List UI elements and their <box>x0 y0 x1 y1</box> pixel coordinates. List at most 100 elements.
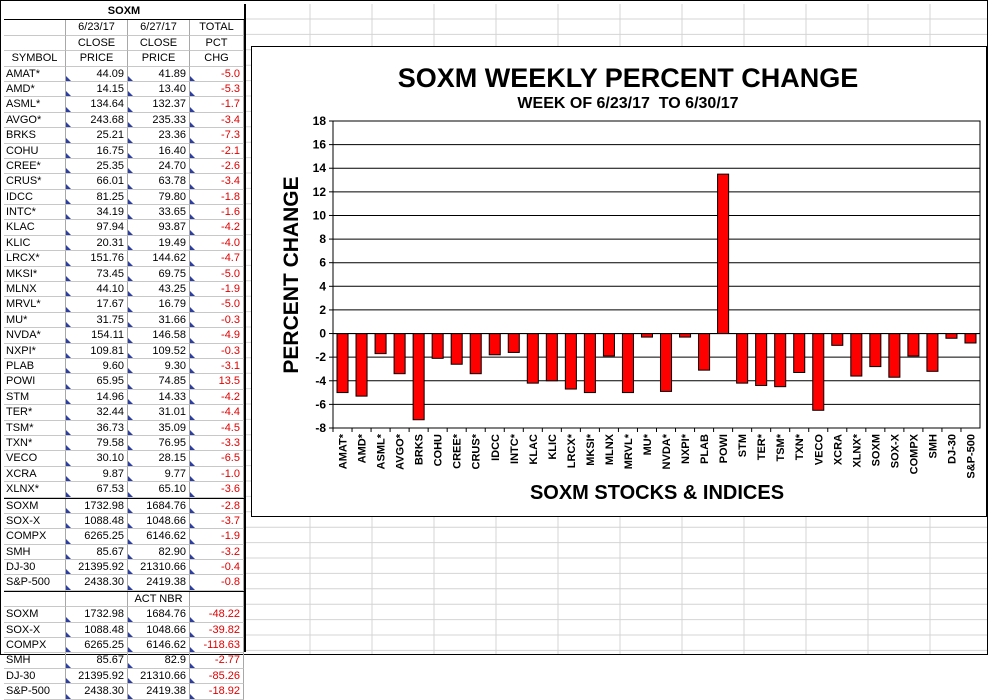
close-6-27-cell[interactable]: 235.33 <box>128 112 190 129</box>
close-6-27-cell[interactable]: 9.77 <box>128 466 190 483</box>
symbol-cell[interactable]: PLAB <box>4 358 66 375</box>
close-6-27-cell[interactable]: 109.52 <box>128 343 190 359</box>
close-6-23-cell[interactable]: 81.25 <box>66 189 128 206</box>
symbol-cell[interactable]: BRKS <box>4 128 66 144</box>
pct-chg-cell[interactable]: -3.4 <box>190 112 244 129</box>
close-6-27-cell[interactable]: 6146.62 <box>128 529 190 545</box>
close-6-27-cell[interactable]: 82.9 <box>128 653 190 669</box>
close-6-23-cell[interactable]: CLOSE <box>66 35 128 52</box>
pct-chg-cell[interactable]: -0.4 <box>190 560 244 576</box>
close-6-23-cell[interactable]: 20.31 <box>66 235 128 252</box>
close-6-27-cell[interactable]: 2419.38 <box>128 575 190 591</box>
symbol-cell[interactable]: SMH <box>4 544 66 561</box>
close-6-27-cell[interactable]: 82.90 <box>128 544 190 561</box>
symbol-cell[interactable]: DJ-30 <box>4 560 66 576</box>
close-6-27-cell[interactable]: 16.79 <box>128 297 190 313</box>
pct-chg-cell[interactable]: -1.7 <box>190 97 244 113</box>
symbol-cell[interactable]: NXPI* <box>4 343 66 359</box>
close-6-23-cell[interactable]: 109.81 <box>66 343 128 359</box>
close-6-23-cell[interactable]: 1088.48 <box>66 513 128 530</box>
symbol-cell[interactable]: COMPX <box>4 529 66 545</box>
close-6-27-cell[interactable]: 1048.66 <box>128 513 190 530</box>
symbol-cell[interactable]: TSM* <box>4 420 66 436</box>
close-6-23-cell[interactable]: 21395.92 <box>66 560 128 576</box>
symbol-cell[interactable]: S&P-500 <box>4 575 66 591</box>
close-6-27-cell[interactable]: 146.58 <box>128 328 190 344</box>
close-6-23-cell[interactable]: 9.87 <box>66 466 128 483</box>
close-6-23-cell[interactable]: 34.19 <box>66 205 128 221</box>
pct-chg-cell[interactable] <box>190 591 244 608</box>
symbol-cell[interactable]: DJ-30 <box>4 668 66 685</box>
close-6-27-cell[interactable]: 76.95 <box>128 435 190 452</box>
close-6-23-cell[interactable]: 25.21 <box>66 128 128 144</box>
pct-chg-cell[interactable]: -4.2 <box>190 389 244 406</box>
close-6-23-cell[interactable]: 6/23/17 <box>66 20 128 36</box>
close-6-27-cell[interactable]: 13.40 <box>128 81 190 98</box>
close-6-27-cell[interactable]: 63.78 <box>128 174 190 190</box>
symbol-cell[interactable] <box>4 20 66 36</box>
symbol-cell[interactable]: MLNX <box>4 282 66 298</box>
symbol-cell[interactable]: SMH <box>4 653 66 669</box>
close-6-23-cell[interactable] <box>66 591 128 608</box>
symbol-cell[interactable] <box>4 591 66 608</box>
pct-chg-cell[interactable]: -2.1 <box>190 143 244 159</box>
symbol-cell[interactable]: COHU <box>4 143 66 159</box>
pct-chg-cell[interactable]: -4.4 <box>190 405 244 421</box>
close-6-27-cell[interactable]: ACT NBR <box>128 591 190 608</box>
pct-chg-cell[interactable]: -3.6 <box>190 482 244 498</box>
close-6-23-cell[interactable]: 36.73 <box>66 420 128 436</box>
close-6-23-cell[interactable]: 73.45 <box>66 266 128 283</box>
symbol-cell[interactable]: MKSI* <box>4 266 66 283</box>
pct-chg-cell[interactable]: -5.0 <box>190 297 244 313</box>
symbol-cell[interactable]: S&P-500 <box>4 684 66 700</box>
pct-chg-cell[interactable]: -2.6 <box>190 158 244 175</box>
pct-chg-cell[interactable]: -5.3 <box>190 81 244 98</box>
pct-chg-cell[interactable]: PCT <box>190 35 244 52</box>
close-6-23-cell[interactable]: 44.10 <box>66 282 128 298</box>
symbol-cell[interactable]: SOX-X <box>4 622 66 639</box>
close-6-27-cell[interactable]: 31.66 <box>128 312 190 329</box>
close-6-27-cell[interactable]: 24.70 <box>128 158 190 175</box>
close-6-23-cell[interactable]: 44.09 <box>66 66 128 82</box>
pct-chg-cell[interactable]: -5.0 <box>190 266 244 283</box>
symbol-cell[interactable]: AMD* <box>4 81 66 98</box>
close-6-27-cell[interactable]: 9.30 <box>128 358 190 375</box>
close-6-27-cell[interactable]: 16.40 <box>128 143 190 159</box>
close-6-23-cell[interactable]: 85.67 <box>66 653 128 669</box>
close-6-27-cell[interactable]: 1684.76 <box>128 498 190 514</box>
close-6-23-cell[interactable]: 17.67 <box>66 297 128 313</box>
close-6-27-cell[interactable]: 1684.76 <box>128 607 190 623</box>
close-6-23-cell[interactable]: 2438.30 <box>66 575 128 591</box>
pct-chg-cell[interactable]: -3.2 <box>190 544 244 561</box>
close-6-27-cell[interactable]: 132.37 <box>128 97 190 113</box>
pct-chg-cell[interactable]: -0.8 <box>190 575 244 591</box>
close-6-23-cell[interactable]: 79.58 <box>66 435 128 452</box>
symbol-cell[interactable]: AVGO* <box>4 112 66 129</box>
close-6-27-cell[interactable]: 6/27/17 <box>128 20 190 36</box>
close-6-23-cell[interactable]: 32.44 <box>66 405 128 421</box>
pct-chg-cell[interactable]: -1.9 <box>190 529 244 545</box>
symbol-cell[interactable]: TER* <box>4 405 66 421</box>
symbol-cell[interactable]: KLIC <box>4 235 66 252</box>
close-6-27-cell[interactable]: 21310.66 <box>128 560 190 576</box>
close-6-23-cell[interactable]: 66.01 <box>66 174 128 190</box>
pct-chg-cell[interactable]: -4.5 <box>190 420 244 436</box>
close-6-27-cell[interactable]: 35.09 <box>128 420 190 436</box>
close-6-27-cell[interactable]: 23.36 <box>128 128 190 144</box>
close-6-27-cell[interactable]: 14.33 <box>128 389 190 406</box>
close-6-27-cell[interactable]: 31.01 <box>128 405 190 421</box>
close-6-23-cell[interactable]: 1732.98 <box>66 498 128 514</box>
close-6-27-cell[interactable]: 2419.38 <box>128 684 190 700</box>
close-6-23-cell[interactable]: 243.68 <box>66 112 128 129</box>
close-6-27-cell[interactable]: 41.89 <box>128 66 190 82</box>
close-6-23-cell[interactable]: 85.67 <box>66 544 128 561</box>
close-6-23-cell[interactable]: 2438.30 <box>66 684 128 700</box>
pct-chg-cell[interactable]: -1.0 <box>190 466 244 483</box>
pct-chg-cell[interactable]: TOTAL <box>190 20 244 36</box>
bar-chart[interactable]: SOXM WEEKLY PERCENT CHANGE WEEK OF 6/23/1… <box>251 46 987 517</box>
symbol-cell[interactable]: COMPX <box>4 638 66 654</box>
symbol-cell[interactable]: VECO <box>4 451 66 467</box>
pct-chg-cell[interactable]: CHG <box>190 51 244 67</box>
close-6-27-cell[interactable]: CLOSE <box>128 35 190 52</box>
symbol-cell[interactable] <box>4 35 66 52</box>
